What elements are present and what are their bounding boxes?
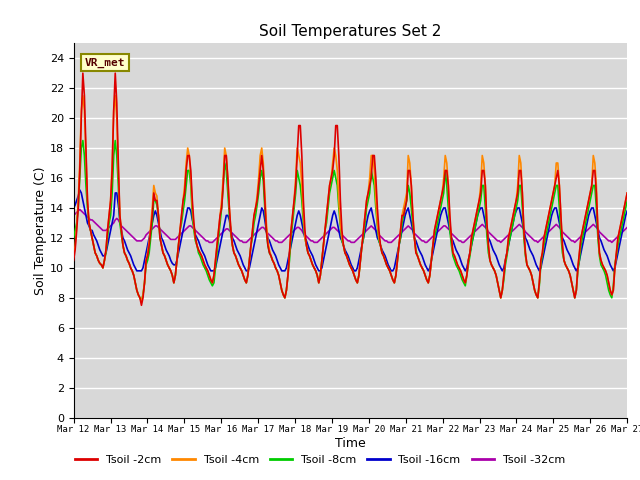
Title: Soil Temperatures Set 2: Soil Temperatures Set 2: [259, 24, 442, 39]
Y-axis label: Soil Temperature (C): Soil Temperature (C): [34, 166, 47, 295]
Text: VR_met: VR_met: [84, 58, 125, 68]
X-axis label: Time: Time: [335, 437, 366, 450]
Legend: Tsoil -2cm, Tsoil -4cm, Tsoil -8cm, Tsoil -16cm, Tsoil -32cm: Tsoil -2cm, Tsoil -4cm, Tsoil -8cm, Tsoi…: [70, 451, 570, 469]
